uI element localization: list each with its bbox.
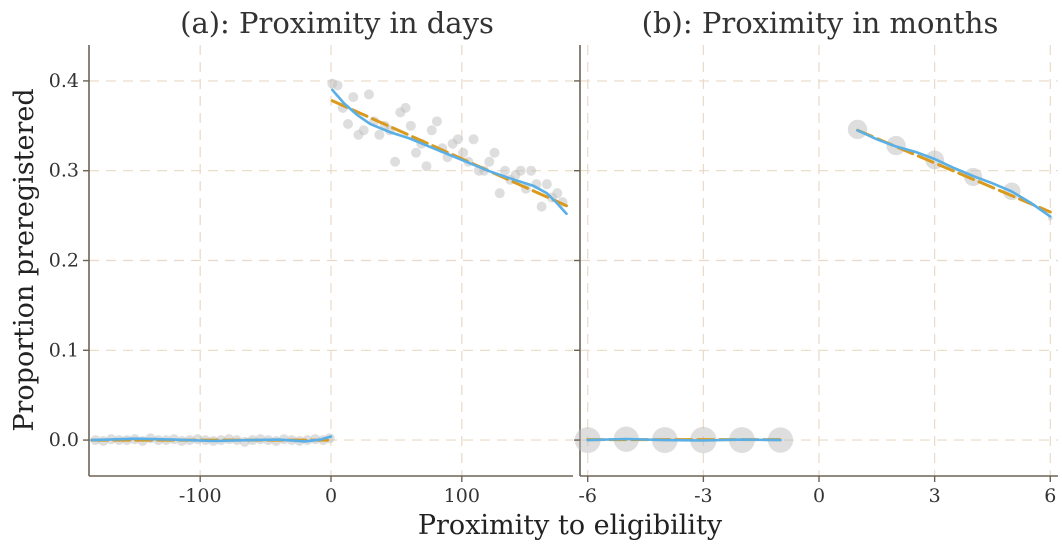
y-tick-label: 0.1 — [49, 339, 79, 361]
data-point — [499, 165, 510, 176]
data-point — [515, 165, 526, 176]
panel-a-grid — [89, 45, 573, 476]
right-linear-fit — [330, 99, 568, 208]
data-point — [484, 156, 495, 167]
x-tick-label: 0 — [813, 485, 825, 507]
x-tick-label: 6 — [1044, 485, 1056, 507]
y-axis-title: Proportion preregistered — [9, 88, 40, 431]
panel-a-title: (a): Proximity in days — [180, 6, 494, 40]
panel-b-grid — [580, 45, 1058, 476]
panel-b-points — [574, 119, 1053, 454]
y-tick-label: 0.0 — [49, 429, 79, 451]
data-point — [431, 116, 442, 127]
x-tick-label: 0 — [325, 485, 337, 507]
data-point — [390, 156, 401, 167]
left-smooth-fit — [586, 437, 782, 442]
data-point — [426, 125, 437, 136]
panel-b: (b): Proximity in months -6 -3 0 3 6 — [574, 6, 1058, 507]
x-tick-label: 100 — [444, 485, 480, 507]
right-smooth-fit — [856, 129, 1052, 218]
data-point — [552, 188, 563, 199]
data-point — [405, 120, 416, 131]
data-point — [526, 165, 537, 176]
panel-a-points — [90, 78, 568, 447]
data-point — [374, 129, 385, 140]
data-point — [400, 102, 411, 113]
panel-b-ticks: -6 -3 0 3 6 — [574, 80, 1056, 507]
data-point — [536, 201, 547, 212]
data-point — [332, 80, 343, 91]
x-axis-title: Proximity to eligibility — [418, 510, 723, 541]
data-point — [358, 125, 369, 136]
x-tick-label: -3 — [694, 485, 713, 507]
data-point — [452, 134, 463, 145]
data-point — [541, 179, 552, 190]
panel-b-title: (b): Proximity in months — [642, 6, 999, 40]
data-point — [494, 188, 505, 199]
panel-a: (a): Proximity in days -100 0 100 0.0 0.1 0.2… — [49, 6, 573, 507]
data-point — [421, 161, 432, 172]
panel-a-ticks: -100 0 100 0.0 0.1 0.2 0.3 0.4 — [49, 70, 480, 507]
x-tick-label: 3 — [929, 485, 941, 507]
x-tick-label: -6 — [578, 485, 597, 507]
y-tick-label: 0.3 — [49, 160, 79, 182]
left-smooth-fit — [90, 435, 333, 443]
data-point — [468, 134, 479, 145]
panel-b-fits — [586, 128, 1052, 442]
data-point — [489, 147, 500, 158]
data-point — [458, 147, 469, 158]
data-point — [411, 147, 422, 158]
data-point — [343, 119, 354, 130]
data-point — [348, 92, 359, 103]
y-tick-label: 0.4 — [49, 70, 79, 92]
panel-a-fits — [90, 88, 568, 443]
x-tick-label: -100 — [179, 485, 222, 507]
data-point — [363, 89, 374, 100]
y-tick-label: 0.2 — [49, 250, 79, 272]
right-smooth-fit — [331, 88, 568, 216]
